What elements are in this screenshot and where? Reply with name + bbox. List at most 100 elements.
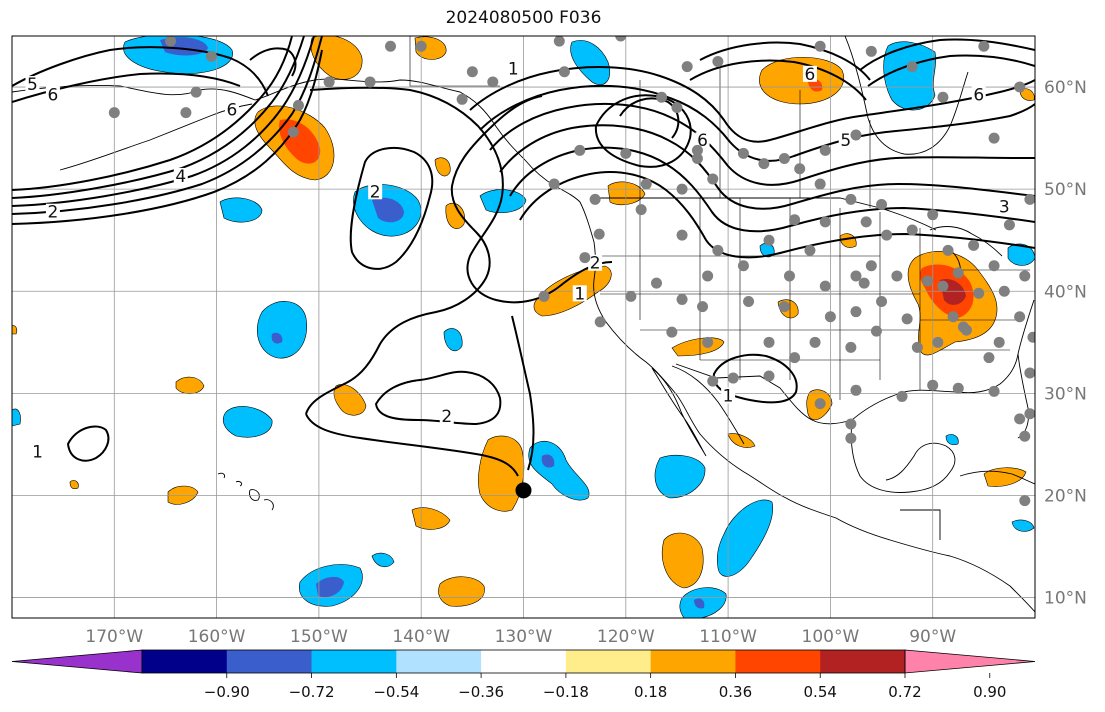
shade-blob	[69, 480, 79, 490]
contour-label-bg	[368, 183, 383, 200]
contour-line	[349, 146, 434, 270]
station-dot	[819, 216, 831, 228]
central-america	[900, 509, 1035, 613]
shade-blob	[478, 435, 525, 512]
station-dot	[973, 287, 985, 299]
station-dot	[763, 370, 775, 382]
contour-label-bg	[838, 132, 853, 149]
station-dot	[957, 321, 969, 333]
contour-line	[12, 36, 293, 191]
colorbar-segment	[226, 650, 313, 673]
station-dot	[1024, 193, 1035, 205]
station-dot	[932, 336, 944, 348]
contour-label-bg	[572, 285, 587, 302]
station-dot	[804, 244, 816, 256]
colorbar-extend-high	[904, 649, 1036, 674]
station-dot	[901, 313, 913, 325]
contour-line	[12, 36, 305, 199]
station-dot	[906, 224, 918, 236]
location-marker	[515, 482, 532, 499]
anomaly-shading	[12, 36, 1035, 618]
contour-label: 2	[441, 407, 452, 427]
hawaii-islands	[217, 472, 274, 511]
station-dot	[292, 99, 304, 111]
contour-line	[374, 370, 502, 426]
station-dot	[758, 158, 770, 170]
shade-blob	[883, 41, 936, 111]
contour-label: 5	[840, 131, 851, 151]
station-dot	[691, 144, 703, 156]
lat-tick-label: 10°N	[1044, 589, 1087, 609]
shade-blob	[727, 433, 756, 448]
lon-tick-label: 140°W	[392, 627, 450, 647]
lat-tick-label: 30°N	[1044, 384, 1087, 404]
shade-blob	[479, 189, 527, 213]
station-dot	[988, 132, 1000, 144]
contour-line	[859, 38, 1035, 71]
station-dot	[845, 418, 857, 430]
colorbar-segment	[311, 650, 397, 673]
shade-blob	[434, 157, 451, 177]
station-dot	[671, 101, 683, 113]
shade-blob	[12, 408, 21, 427]
station-dot	[891, 270, 903, 282]
contour-label: 1	[723, 386, 734, 406]
station-dot	[809, 336, 821, 348]
contour-label-bg	[45, 203, 60, 220]
station-dot	[364, 76, 376, 88]
lat-tick-label: 40°N	[1044, 282, 1087, 302]
lon-tick-label: 100°W	[802, 627, 860, 647]
colorbar-tick-label: −0.72	[289, 683, 335, 701]
contour-label-bg	[997, 198, 1012, 215]
baja-peninsula	[651, 367, 707, 457]
lon-tick-label: 90°W	[909, 627, 956, 647]
station-dot	[819, 144, 831, 156]
station-dot	[922, 275, 934, 287]
contour-line	[511, 315, 535, 471]
station-dot	[1014, 81, 1026, 93]
station-dot	[978, 40, 990, 52]
station-dot	[927, 379, 939, 391]
station-dot	[783, 270, 795, 282]
station-dot	[727, 372, 739, 384]
station-dot	[896, 390, 908, 402]
contour-label: 2	[370, 182, 381, 202]
map-title: 2024080500 F036	[445, 8, 602, 28]
contour-label: 6	[227, 101, 238, 121]
colorbar-tick-label: 0.36	[719, 683, 752, 701]
gulf-of-california	[671, 365, 745, 445]
contour-line	[12, 36, 323, 215]
station-dot	[574, 144, 586, 156]
contour-line	[867, 54, 1035, 87]
shade-blob	[310, 36, 363, 80]
colorbar-tick-label: 0.90	[973, 683, 1006, 701]
shade-blob	[654, 455, 706, 499]
shade-blob	[945, 434, 959, 446]
station-dot	[287, 126, 299, 138]
contour-label-bg	[25, 76, 40, 93]
station-dot	[763, 234, 775, 246]
station-dot	[548, 178, 560, 190]
station-dot	[681, 61, 693, 73]
station-dot	[323, 76, 335, 88]
contour-line	[619, 97, 680, 139]
station-dot	[180, 107, 192, 119]
colorbar-segment	[735, 650, 821, 673]
station-dot	[845, 432, 857, 444]
shade-blob	[223, 406, 273, 438]
contour-label: 1	[508, 60, 519, 80]
shade-blob	[662, 532, 704, 589]
station-dot	[691, 153, 703, 165]
shade-blob	[271, 332, 283, 344]
station-dot	[650, 277, 662, 289]
station-dot	[538, 290, 550, 302]
station-dot	[988, 385, 1000, 397]
station-dot	[988, 260, 1000, 272]
contour-line	[479, 84, 1035, 162]
observation-stations	[108, 36, 1035, 507]
lat-tick-label: 50°N	[1044, 180, 1087, 200]
contour-label-bg	[173, 167, 188, 184]
station-dot	[778, 153, 790, 165]
